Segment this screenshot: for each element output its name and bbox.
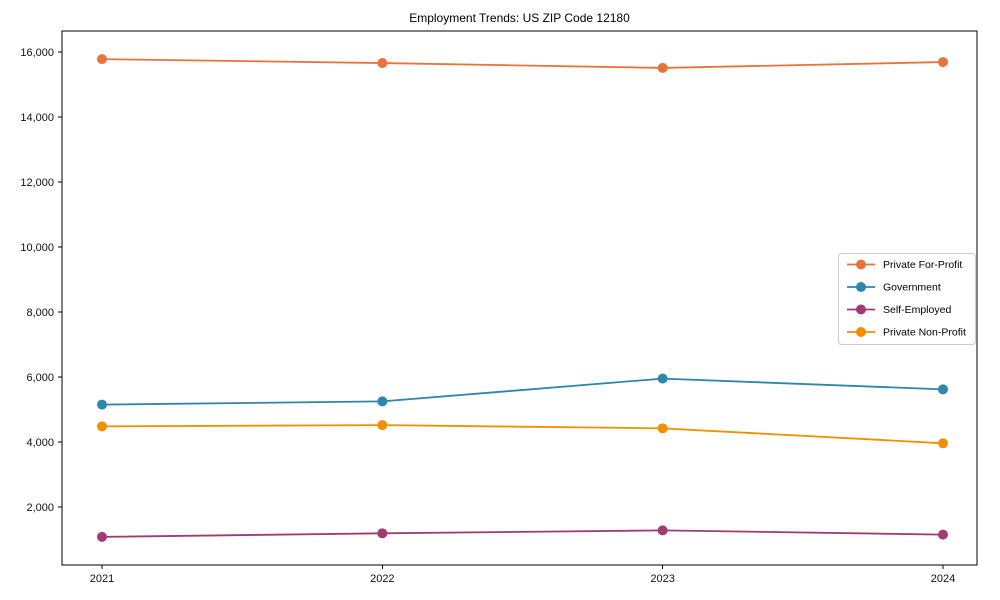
- data-point-marker: [97, 531, 107, 542]
- y-tick-label: 16,000: [20, 47, 54, 59]
- data-point-marker: [657, 62, 668, 73]
- legend-label: Government: [883, 282, 941, 294]
- axes-box: [61, 30, 978, 566]
- legend-marker-dot: [856, 327, 866, 337]
- series-line-private-non-profit: [101, 424, 944, 445]
- data-point-marker: [937, 529, 948, 540]
- data-point-marker: [377, 58, 388, 69]
- data-point-marker: [937, 384, 948, 395]
- y-tick-label: 12,000: [20, 177, 54, 189]
- y-tick-label: 8,000: [26, 307, 54, 319]
- legend-marker-dot: [856, 304, 866, 315]
- data-point-marker: [657, 423, 668, 434]
- legend-box: [838, 253, 976, 345]
- y-tick-label: 10,000: [20, 242, 54, 254]
- x-tick-label: 2021: [90, 573, 114, 585]
- y-tick-label: 14,000: [20, 112, 54, 124]
- legend-marker-dot: [856, 259, 866, 270]
- data-point-marker: [937, 57, 948, 68]
- plot-area: 2,000 4,000 6,000 8,000 10,000 12,000 14,000 16…: [20, 30, 978, 585]
- data-point-marker: [377, 396, 388, 407]
- x-tick-label: 2024: [931, 573, 955, 585]
- legend-label: Self-Employed: [883, 304, 951, 316]
- series-line-government: [101, 377, 944, 406]
- data-point-marker: [377, 528, 388, 539]
- chart-title: Employment Trends: US ZIP Code 12180: [409, 11, 630, 25]
- data-point-marker: [937, 438, 948, 449]
- y-tick-label: 6,000: [26, 372, 54, 384]
- data-point-marker: [97, 54, 107, 65]
- legend-label: Private Non-Profit: [883, 327, 966, 339]
- data-point-marker: [657, 373, 668, 384]
- series-line-private-for-profit: [101, 58, 944, 69]
- series-line-self-employed: [101, 529, 944, 538]
- data-point-marker: [97, 399, 107, 410]
- x-tick-label: 2022: [370, 573, 394, 585]
- data-point-marker: [377, 420, 388, 431]
- legend-marker-dot: [856, 282, 866, 292]
- data-point-marker: [657, 525, 668, 536]
- x-tick-label: 2023: [650, 573, 674, 585]
- data-point-marker: [97, 421, 107, 432]
- y-tick-label: 4,000: [26, 437, 54, 449]
- legend-label: Private For-Profit: [883, 259, 962, 271]
- y-tick-label: 2,000: [26, 502, 54, 514]
